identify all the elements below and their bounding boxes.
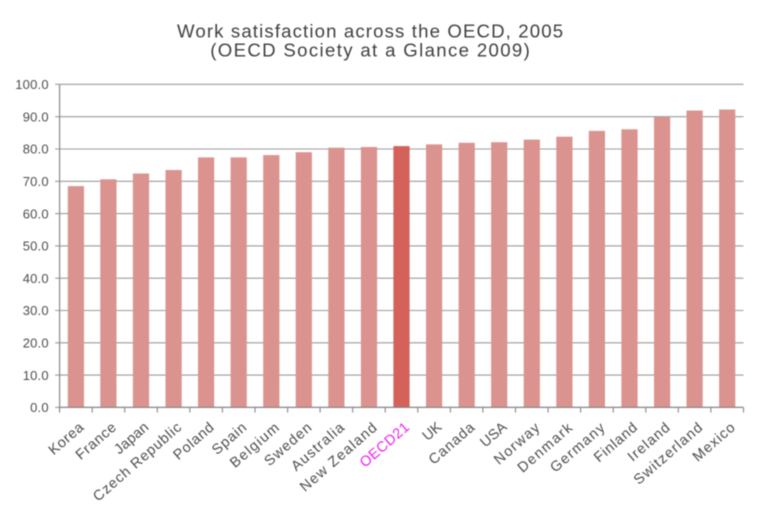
svg-text:90.0: 90.0 — [23, 109, 49, 124]
svg-text:50.0: 50.0 — [23, 239, 49, 254]
svg-text:40.0: 40.0 — [23, 271, 49, 286]
svg-text:80.0: 80.0 — [23, 142, 49, 157]
svg-text:Work satisfaction across the O: Work satisfaction across the OECD, 2005 — [177, 21, 564, 42]
svg-text:70.0: 70.0 — [23, 174, 49, 189]
svg-text:10.0: 10.0 — [23, 368, 49, 383]
svg-text:30.0: 30.0 — [23, 303, 49, 318]
svg-text:60.0: 60.0 — [23, 206, 49, 221]
svg-text:100.0: 100.0 — [15, 77, 49, 92]
svg-text:20.0: 20.0 — [23, 336, 49, 351]
svg-text:(OECD Society at a Glance 2009: (OECD Society at a Glance 2009) — [210, 40, 531, 61]
svg-text:0.0: 0.0 — [30, 400, 49, 415]
